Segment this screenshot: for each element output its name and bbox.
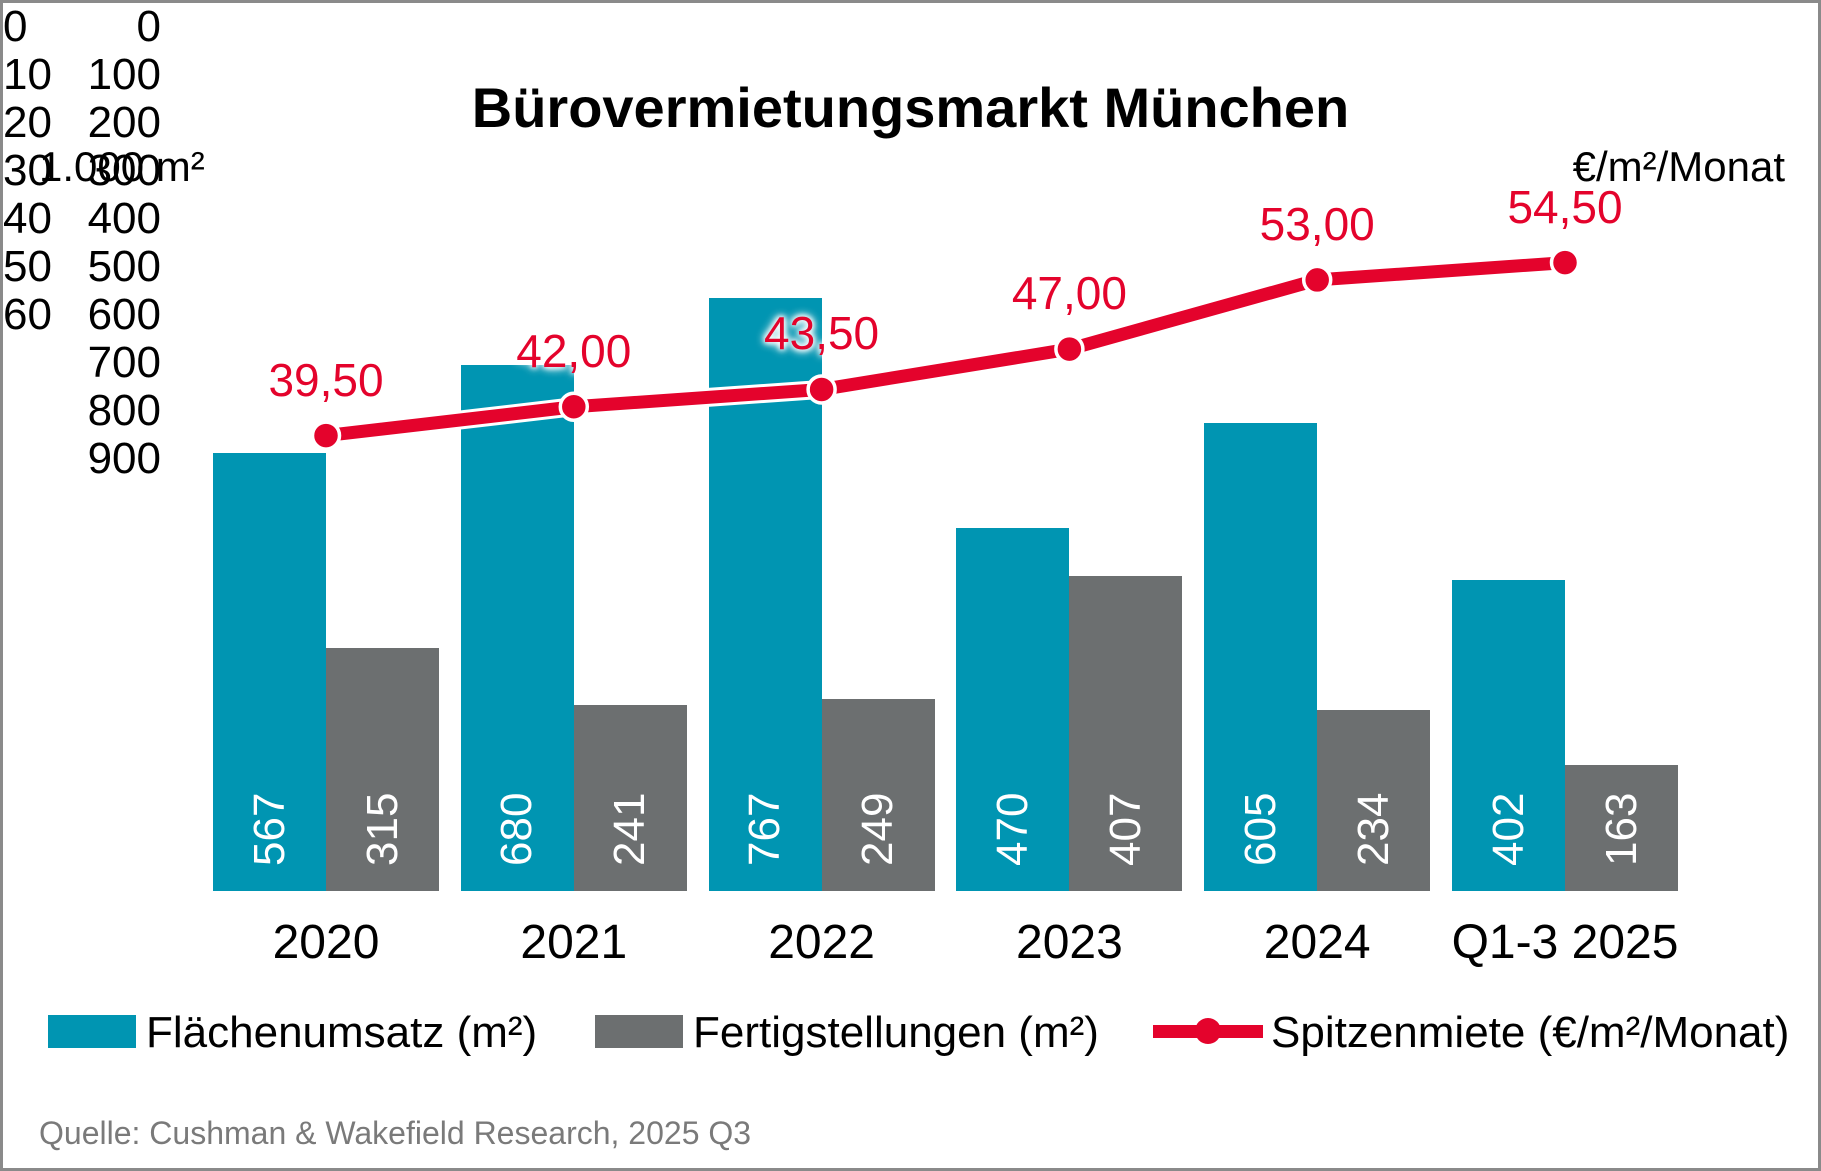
turnover-bar-2021 [460, 365, 574, 891]
bar-value-label: 567 [244, 792, 294, 866]
rent-marker-2020 [310, 420, 342, 451]
left-tick-600: 600 [87, 290, 161, 339]
rent-value-label-2021: 42,00 [516, 324, 632, 377]
left-axis-unit-label: 1.000 m² [39, 143, 205, 190]
turnover-bar-Q1-3 2025 [1452, 580, 1565, 891]
right-axis-unit-label: €/m²/Monat [1572, 143, 1785, 190]
rent-value-label-Q1-3 2025: 54,50 [1507, 180, 1623, 233]
legend-label-flaechenumsatz: Flächenumsatz (m²) [146, 1008, 538, 1057]
right-tick-50: 50 [3, 242, 52, 291]
x-label-Q1-3 2025: Q1-3 2025 [1451, 916, 1679, 969]
bar-value-label: 315 [357, 792, 407, 866]
chart-title: Bürovermietungsmarkt München [471, 76, 1350, 139]
left-tick-900: 900 [87, 434, 161, 483]
completions-bar-Q1-3 2025 [1565, 765, 1678, 891]
rent-marker-2024 [1301, 264, 1333, 296]
right-tick-30: 30 [3, 146, 52, 195]
bar-value-label: 407 [1100, 792, 1150, 866]
left-tick-200: 200 [87, 98, 161, 147]
right-tick-10: 10 [3, 50, 52, 99]
bar-value-label: 470 [987, 792, 1037, 866]
completions-bar-2020 [326, 647, 439, 891]
turnover-bar-2024 [1204, 423, 1318, 891]
turnover-bar-2023 [956, 527, 1070, 891]
left-tick-300: 300 [87, 146, 161, 195]
completions-bar-2024 [1317, 710, 1431, 891]
left-axis-ticks: 0 100 200 300 400 500 600 700 800 900 [3, 3, 161, 483]
left-tick-800: 800 [87, 386, 161, 435]
bar-value-label: 605 [1235, 792, 1285, 866]
legend-label-fertigstellungen: Fertigstellungen (m²) [693, 1008, 1099, 1057]
x-label-2021: 2021 [520, 916, 628, 969]
completions-bar-2023 [1069, 576, 1183, 891]
rent-value-label-2020: 39,50 [268, 353, 384, 406]
legend-line-marker-icon [1153, 1011, 1263, 1051]
bar-value-label: 249 [853, 792, 903, 866]
x-label-2020: 2020 [272, 916, 380, 969]
completions-bar-2021 [573, 704, 687, 891]
left-tick-700: 700 [87, 338, 161, 387]
left-tick-0: 0 [136, 2, 161, 51]
x-label-2023: 2023 [1016, 916, 1123, 969]
rent-value-label-2023: 47,00 [1011, 267, 1127, 320]
right-tick-60: 60 [3, 290, 52, 339]
rent-value-label-2022: 43,50 [764, 307, 880, 360]
legend: Flächenumsatz (m²) Fertigstellungen (m²)… [3, 1011, 1818, 1057]
bar-value-label: 163 [1596, 792, 1646, 866]
bar-value-label: 234 [1348, 792, 1398, 866]
rent-marker-Q1-3 2025 [1549, 247, 1581, 278]
bar-value-label: 767 [740, 792, 790, 866]
bar-value-label: 680 [492, 792, 542, 866]
bar-value-label: 241 [605, 792, 655, 866]
rent-value-label-2024: 53,00 [1259, 197, 1375, 250]
left-tick-500: 500 [87, 242, 161, 291]
legend-swatch-teal [48, 1015, 136, 1048]
left-tick-100: 100 [87, 50, 161, 99]
completions-bar-2022 [821, 698, 935, 891]
x-label-2022: 2022 [768, 916, 875, 969]
right-axis-ticks: 0 10 20 30 40 50 60 [3, 3, 52, 339]
rent-marker-2023 [1054, 333, 1085, 365]
turnover-bar-2020 [213, 452, 326, 891]
bar-value-label: 402 [1483, 792, 1533, 866]
legend-swatch-gray [595, 1015, 683, 1048]
right-tick-40: 40 [3, 194, 52, 243]
source-credit: Quelle: Cushman & Wakefield Research, 20… [39, 1115, 752, 1151]
left-tick-400: 400 [87, 194, 161, 243]
right-tick-20: 20 [3, 98, 52, 147]
right-tick-0: 0 [3, 2, 28, 51]
legend-label-spitzenmiete: Spitzenmiete (€/m²/Monat) [1271, 1008, 1790, 1057]
x-label-2024: 2024 [1263, 916, 1371, 969]
